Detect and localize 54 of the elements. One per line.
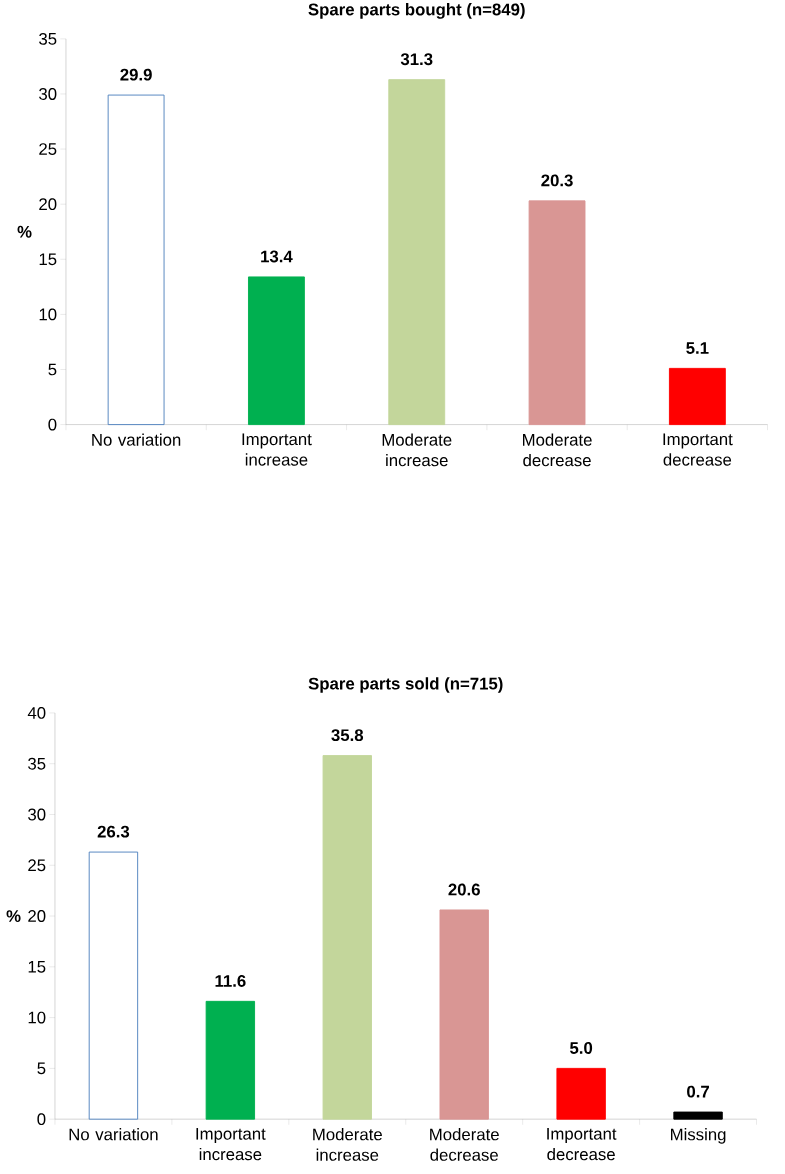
y-tick-label: 15 (28, 960, 46, 973)
data-label: 20.3 (541, 174, 573, 187)
y-tick-label: 20 (28, 910, 46, 922)
x-tick-label: Moderate decrease (429, 1128, 499, 1161)
y-tick-label: 35 (38, 32, 57, 45)
data-label: 5.0 (569, 1042, 592, 1054)
x-tick-label: Missing (670, 1128, 726, 1144)
y-tick-label: 20 (39, 198, 57, 211)
x-tick-label: Important decrease (663, 433, 733, 466)
y-axis-title: % (6, 910, 21, 922)
bar (528, 200, 586, 426)
data-label: 20.6 (448, 883, 480, 896)
y-tick-label: 25 (39, 143, 57, 156)
y-tick-label: 0 (37, 1113, 46, 1126)
y-tick-label: 30 (38, 88, 57, 100)
bar (247, 276, 305, 426)
bar (668, 367, 726, 426)
data-label: 31.3 (400, 53, 433, 66)
bar (322, 755, 372, 1120)
y-tick-label: 40 (27, 706, 46, 719)
y-axis-title: % (17, 225, 32, 238)
x-tick-label: Moderate increase (313, 1128, 382, 1161)
bar (388, 79, 445, 426)
y-tick-label: 5 (37, 1062, 46, 1075)
data-label: 35.8 (331, 729, 363, 742)
y-tick-label: 5 (48, 363, 57, 376)
x-tick-label: Important decrease (547, 1128, 617, 1161)
data-label: 11.6 (215, 975, 246, 987)
bar (205, 1000, 255, 1120)
y-tick-label: 15 (39, 253, 57, 266)
y-tick-label: 30 (27, 808, 46, 821)
y-tick-label: 35 (27, 757, 46, 770)
data-label: 13.4 (260, 250, 293, 263)
x-tick-label: Important increase (196, 1128, 266, 1161)
data-label: 0.7 (686, 1085, 709, 1098)
x-tick-label: Moderate increase (382, 433, 452, 467)
data-label: 5.1 (686, 342, 709, 354)
x-tick-label: No variation (69, 1128, 158, 1141)
y-tick-label: 25 (28, 859, 46, 872)
data-label: 29.9 (120, 68, 152, 81)
y-tick-label: 10 (39, 308, 57, 321)
x-tick-label: No variation (92, 433, 180, 446)
data-label: 26.3 (97, 825, 129, 838)
bar (556, 1067, 606, 1120)
bar (439, 909, 489, 1120)
chart-title: Spare parts sold (n=715) (308, 677, 503, 693)
bar (107, 94, 165, 426)
bar (88, 851, 138, 1120)
x-tick-label: Moderate decrease (522, 433, 592, 467)
y-tick-label: 10 (28, 1011, 46, 1024)
chart-title: Spare parts bought (n=849) (308, 3, 525, 19)
y-tick-label: 0 (48, 418, 57, 431)
x-tick-label: Important increase (242, 433, 312, 466)
bar (673, 1111, 723, 1120)
